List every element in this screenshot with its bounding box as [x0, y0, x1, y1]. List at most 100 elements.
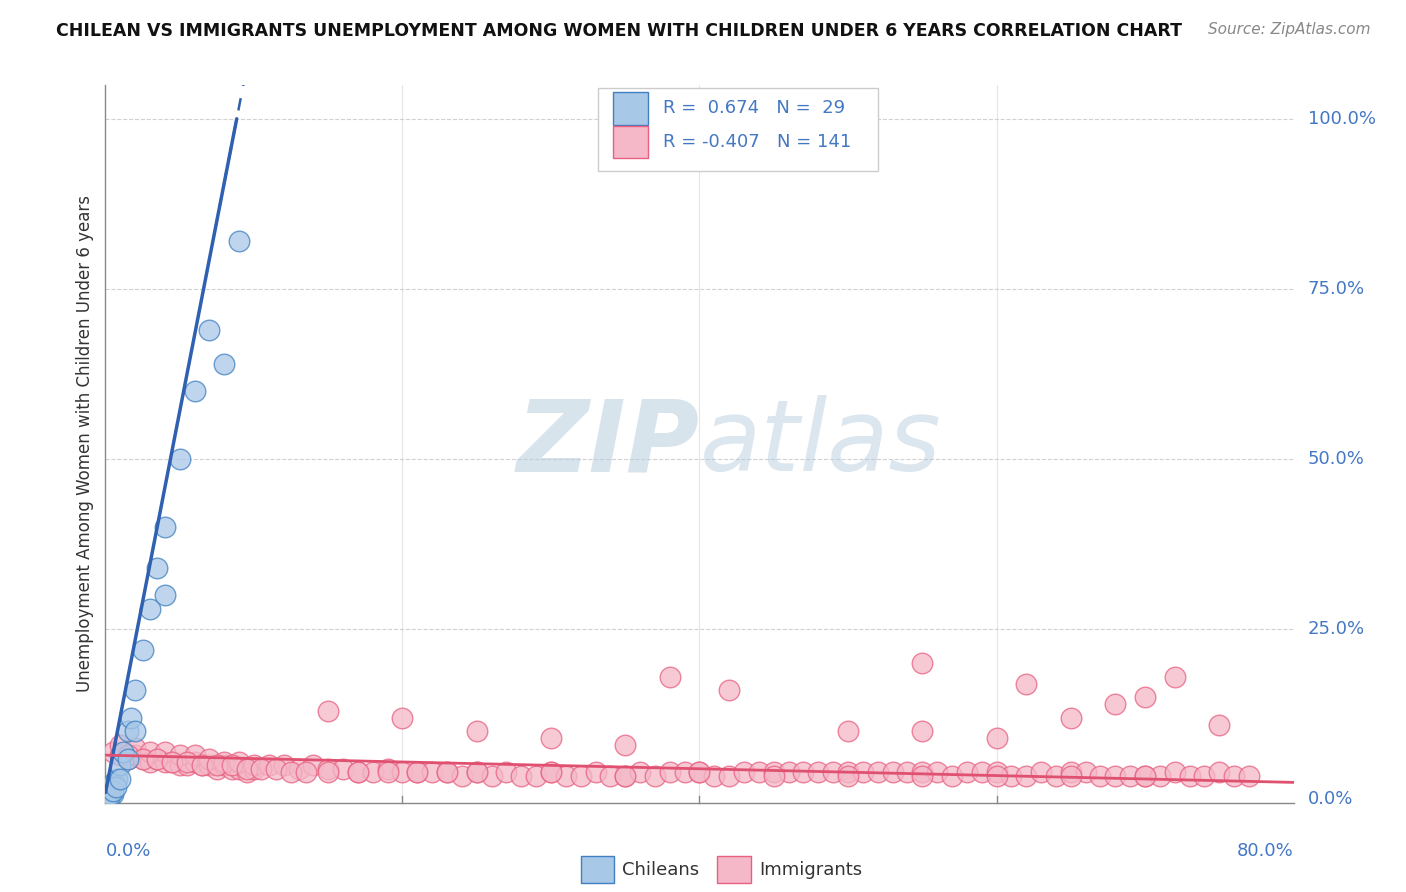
- Point: [689, 765, 711, 780]
- Point: [228, 755, 250, 769]
- Point: [96, 789, 118, 803]
- Point: [191, 758, 214, 772]
- Point: [112, 745, 135, 759]
- Point: [986, 731, 1008, 746]
- Point: [1090, 768, 1112, 782]
- Point: [762, 765, 785, 780]
- Point: [169, 748, 191, 763]
- Y-axis label: Unemployment Among Women with Children Under 6 years: Unemployment Among Women with Children U…: [76, 195, 94, 692]
- Point: [837, 765, 859, 780]
- Point: [205, 762, 228, 776]
- Text: Chileans: Chileans: [623, 861, 699, 879]
- Point: [1164, 765, 1187, 780]
- Point: [911, 768, 934, 782]
- Point: [228, 762, 250, 776]
- Point: [347, 765, 370, 780]
- Point: [183, 755, 205, 769]
- Point: [837, 724, 859, 739]
- Point: [162, 755, 184, 769]
- Point: [110, 758, 132, 772]
- Point: [146, 751, 169, 765]
- Text: 80.0%: 80.0%: [1237, 842, 1294, 860]
- Point: [104, 780, 127, 794]
- Point: [554, 768, 576, 782]
- Point: [124, 741, 146, 756]
- Point: [221, 762, 243, 776]
- Point: [124, 683, 146, 698]
- Point: [585, 765, 607, 780]
- Point: [927, 765, 949, 780]
- Point: [250, 762, 273, 776]
- Point: [673, 765, 696, 780]
- Point: [1029, 765, 1052, 780]
- Point: [465, 724, 488, 739]
- Point: [658, 670, 681, 684]
- Point: [243, 758, 266, 772]
- Point: [436, 765, 458, 780]
- Point: [941, 768, 963, 782]
- Point: [98, 788, 121, 802]
- Point: [101, 745, 124, 759]
- Point: [1194, 768, 1216, 782]
- Point: [495, 765, 517, 780]
- Point: [614, 768, 637, 782]
- Point: [235, 762, 257, 776]
- Point: [614, 738, 637, 752]
- Point: [287, 762, 309, 776]
- Point: [117, 751, 139, 765]
- Text: 100.0%: 100.0%: [1308, 110, 1376, 128]
- Point: [139, 745, 162, 759]
- Point: [316, 765, 339, 780]
- Point: [214, 758, 236, 772]
- Point: [658, 765, 681, 780]
- Point: [1133, 768, 1156, 782]
- Point: [146, 561, 169, 575]
- Point: [540, 765, 562, 780]
- Point: [718, 683, 741, 698]
- Point: [1223, 768, 1246, 782]
- Point: [214, 755, 236, 769]
- Bar: [613, 92, 648, 125]
- Point: [762, 768, 785, 782]
- Point: [243, 762, 266, 776]
- Point: [198, 758, 221, 772]
- Bar: [717, 856, 751, 883]
- Bar: [581, 856, 614, 883]
- Point: [733, 765, 755, 780]
- Point: [1000, 768, 1022, 782]
- Point: [97, 782, 120, 797]
- Point: [96, 786, 118, 800]
- Point: [1119, 768, 1142, 782]
- Point: [153, 520, 176, 534]
- Point: [214, 357, 236, 371]
- Point: [347, 765, 370, 780]
- Point: [131, 751, 153, 765]
- Point: [420, 765, 443, 780]
- Point: [807, 765, 830, 780]
- Point: [1104, 697, 1126, 711]
- Point: [911, 657, 934, 671]
- Point: [391, 711, 413, 725]
- Point: [911, 765, 934, 780]
- Point: [117, 724, 139, 739]
- Text: 0.0%: 0.0%: [105, 842, 150, 860]
- Point: [183, 748, 205, 763]
- Point: [1164, 670, 1187, 684]
- Point: [191, 758, 214, 772]
- Point: [689, 765, 711, 780]
- Point: [1104, 768, 1126, 782]
- Point: [280, 765, 302, 780]
- Point: [986, 765, 1008, 780]
- Point: [510, 768, 533, 782]
- Point: [377, 765, 399, 780]
- Point: [131, 751, 153, 765]
- Point: [540, 731, 562, 746]
- Point: [703, 768, 725, 782]
- Point: [332, 762, 354, 776]
- Text: Source: ZipAtlas.com: Source: ZipAtlas.com: [1208, 22, 1371, 37]
- Point: [101, 787, 124, 801]
- Point: [481, 768, 503, 782]
- Point: [569, 768, 592, 782]
- Point: [146, 751, 169, 765]
- Point: [131, 642, 153, 657]
